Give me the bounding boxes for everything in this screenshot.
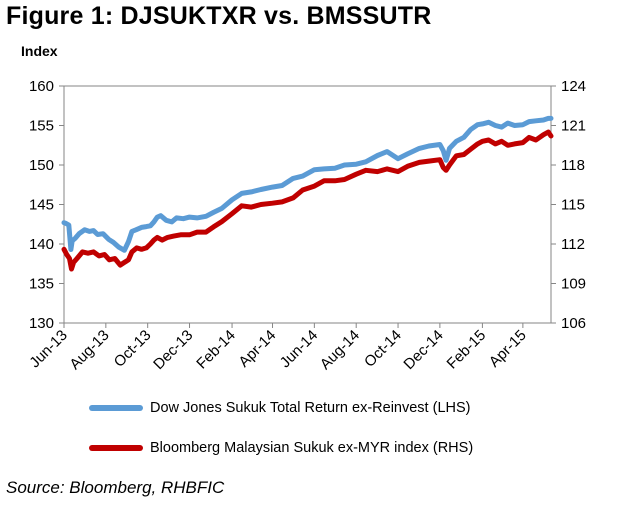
x-tick-label: Dec-14 — [400, 327, 446, 373]
legend-entry-djsuktxr: Dow Jones Sukuk Total Return ex-Reinvest… — [89, 400, 470, 416]
line-chart: 130 135 140 145 150 155 160 106 109 112 115 118 121 1… — [26, 78, 586, 373]
x-tick-label: Oct-13 — [111, 327, 155, 371]
x-tick-label: Apr-14 — [235, 327, 279, 371]
legend-swatch-blue — [89, 405, 143, 411]
x-tick-label: Dec-13 — [150, 327, 196, 373]
x-tick-label: Oct-14 — [361, 327, 405, 371]
series-line-bmssutr — [61, 129, 554, 272]
x-tick-label: Apr-15 — [486, 327, 530, 371]
y-tick-label-left: 160 — [29, 78, 54, 95]
y-tick-label-left: 145 — [29, 197, 54, 214]
legend-label-bmssutr: Bloomberg Malaysian Sukuk ex-MYR index (… — [150, 440, 474, 456]
legend-label-djsuktxr: Dow Jones Sukuk Total Return ex-Reinvest… — [150, 400, 471, 416]
source-note: Source: Bloomberg, RHBFIC — [6, 478, 225, 497]
x-tick-label: Aug-13 — [66, 327, 112, 373]
x-tick-label: Jun-13 — [26, 327, 70, 371]
x-tick-label: Feb-14 — [193, 327, 239, 373]
x-tick-label: Jun-14 — [277, 327, 321, 371]
y-tick-label-right: 118 — [561, 157, 585, 174]
y-tick-label-left: 155 — [29, 118, 54, 135]
y-tick-label-right: 106 — [561, 315, 586, 332]
chart-title: Figure 1: DJSUKTXR vs. BMSSUTR — [6, 2, 432, 30]
x-tick-label: Feb-15 — [444, 327, 490, 373]
y-tick-label-right: 121 — [561, 118, 586, 135]
y-tick-label-right: 115 — [561, 197, 585, 214]
legend-swatch-red — [89, 445, 143, 451]
plot-area — [63, 85, 552, 324]
y-axis-label: Index — [21, 43, 58, 59]
y-tick-label-right: 109 — [561, 276, 586, 293]
y-tick-label-left: 150 — [29, 157, 54, 174]
y-tick-label-left: 140 — [29, 236, 54, 253]
series-lines — [61, 115, 554, 272]
y-tick-label-left: 130 — [29, 315, 54, 332]
y-tick-label-right: 112 — [561, 236, 585, 253]
series-line-djsuktxr — [61, 115, 554, 253]
x-tick-label: Aug-14 — [317, 327, 363, 373]
legend-entry-bmssutr: Bloomberg Malaysian Sukuk ex-MYR index (… — [89, 440, 473, 456]
y-tick-label-left: 135 — [29, 276, 54, 293]
y-tick-label-right: 124 — [561, 78, 586, 95]
